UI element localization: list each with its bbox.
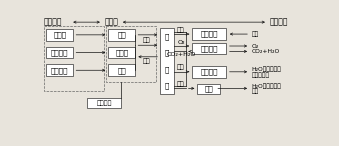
- Text: H₂O、无机盐、: H₂O、无机盐、: [252, 83, 281, 89]
- Text: H₂O、无机盐、: H₂O、无机盐、: [252, 67, 281, 72]
- Text: 养料: 养料: [143, 37, 151, 43]
- Text: 淡巴: 淡巴: [117, 67, 126, 74]
- Text: 呼吸系统: 呼吸系统: [200, 45, 218, 52]
- Bar: [108, 47, 135, 58]
- Text: 系: 系: [165, 66, 170, 73]
- Bar: [106, 26, 156, 82]
- Bar: [46, 65, 73, 76]
- Bar: [46, 29, 73, 41]
- Text: 外界环境: 外界环境: [270, 18, 288, 27]
- Bar: [192, 66, 226, 78]
- Text: 细胞外液: 细胞外液: [96, 101, 112, 106]
- Bar: [197, 84, 220, 94]
- Text: 食物: 食物: [252, 31, 259, 37]
- Text: 组织细胞: 组织细胞: [51, 49, 68, 56]
- Text: O₂: O₂: [252, 44, 259, 48]
- Text: 废物: 废物: [143, 58, 151, 64]
- Text: 泌尿系统: 泌尿系统: [200, 68, 218, 75]
- Bar: [108, 65, 135, 76]
- Bar: [192, 28, 226, 40]
- Text: 淡巴细胞: 淡巴细胞: [51, 67, 68, 74]
- Bar: [160, 28, 174, 94]
- Bar: [86, 98, 121, 108]
- Text: 养料: 养料: [177, 27, 185, 33]
- Text: 尿素: 尿素: [252, 89, 259, 94]
- Text: 废物: 废物: [177, 65, 185, 70]
- Text: 组织液: 组织液: [115, 49, 128, 56]
- Text: 统: 统: [165, 82, 170, 89]
- Text: 尿素、尿酸: 尿素、尿酸: [252, 72, 270, 78]
- Text: 环: 环: [165, 49, 170, 56]
- Bar: [192, 43, 226, 54]
- Text: CO₂+H₂O: CO₂+H₂O: [252, 49, 280, 54]
- Text: 血细胞: 血细胞: [53, 32, 66, 38]
- Text: 循: 循: [165, 33, 170, 40]
- Text: 消化系统: 消化系统: [200, 31, 218, 37]
- Bar: [46, 47, 73, 58]
- Text: CO₂+H₂O: CO₂+H₂O: [166, 52, 196, 57]
- Text: 血浆: 血浆: [117, 32, 126, 38]
- Bar: [44, 26, 104, 91]
- Text: O₂: O₂: [177, 40, 185, 45]
- Text: 人体细胞: 人体细胞: [44, 18, 62, 27]
- Text: 皮肤: 皮肤: [204, 85, 213, 92]
- Text: 内环境: 内环境: [104, 18, 118, 27]
- Bar: [108, 29, 135, 41]
- Text: 废物: 废物: [177, 81, 185, 87]
